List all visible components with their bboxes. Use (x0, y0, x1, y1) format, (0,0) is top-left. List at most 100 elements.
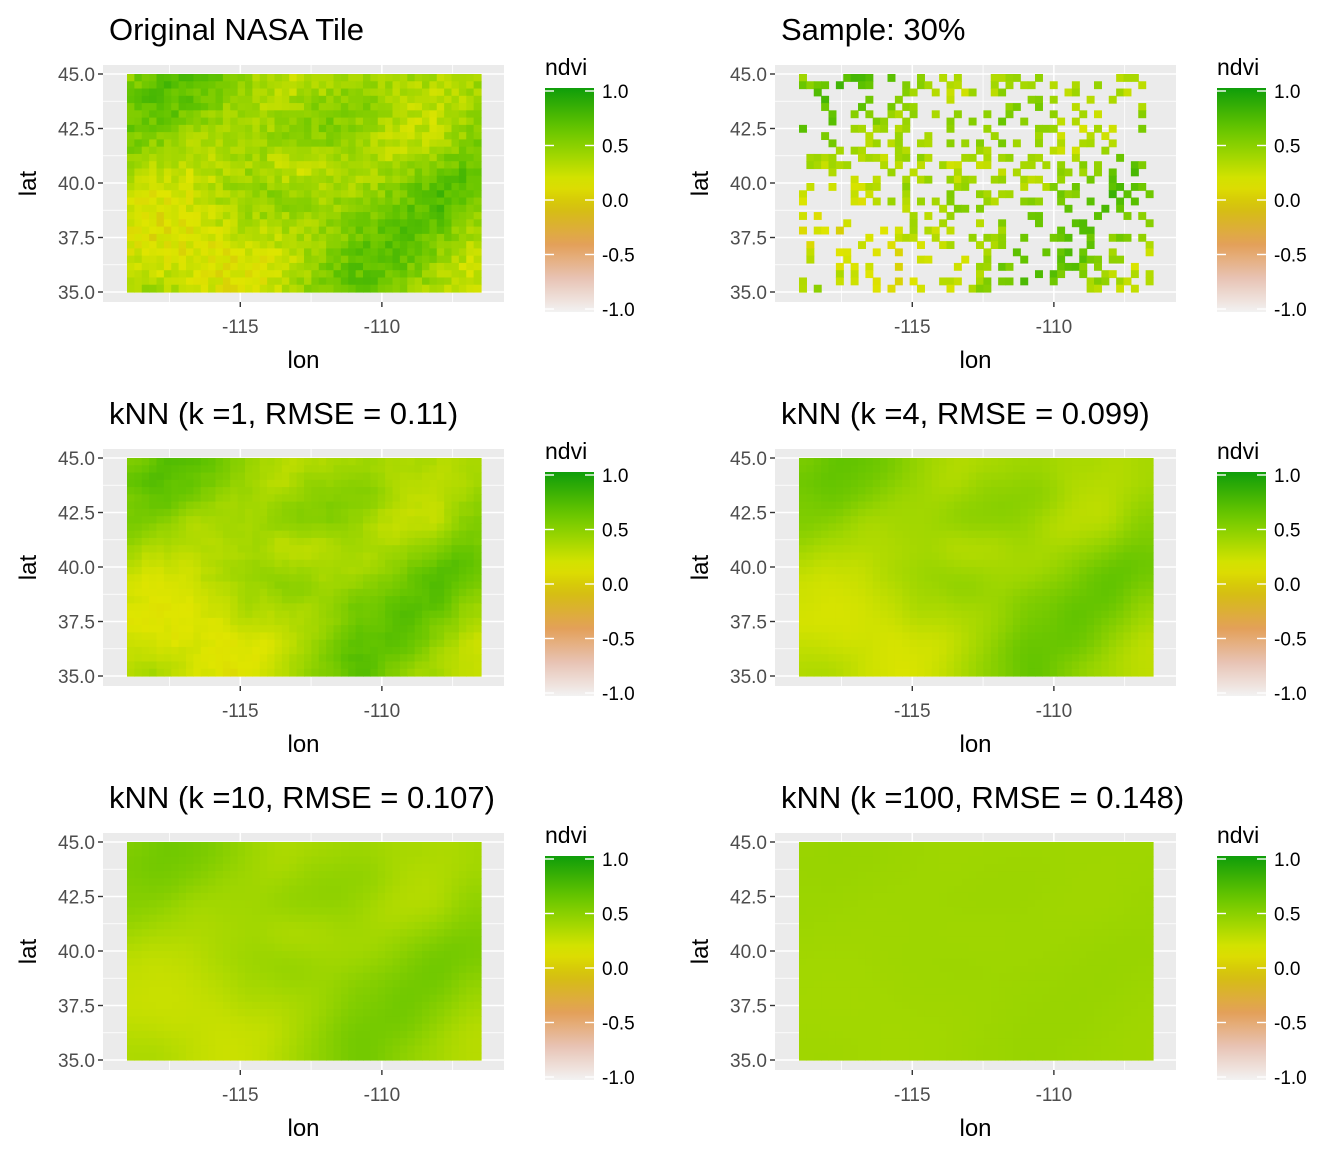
heatmap-cell (156, 588, 165, 597)
heatmap-cell (835, 632, 844, 641)
heatmap-cell (363, 574, 371, 583)
heatmap-cell (348, 581, 357, 590)
heatmap-cell (259, 88, 268, 97)
heatmap-cell (178, 74, 187, 82)
heatmap-cell (414, 501, 423, 510)
heatmap-cell (1042, 625, 1051, 633)
heatmap-cell (385, 190, 394, 199)
heatmap-cell (193, 479, 202, 488)
heatmap-cell (222, 596, 231, 604)
heatmap-cell (850, 479, 859, 488)
heatmap-cell (1130, 610, 1139, 619)
heatmap-cell (1094, 574, 1102, 583)
heatmap-cell (127, 516, 135, 524)
heatmap-cell (127, 588, 135, 597)
heatmap-cell (887, 574, 896, 583)
heatmap-cell (274, 530, 283, 539)
heatmap-cell (304, 241, 312, 249)
heatmap-cell (230, 530, 239, 539)
heatmap-cell (230, 545, 239, 554)
heatmap-cell (1108, 465, 1117, 474)
heatmap-cell (850, 472, 859, 481)
heatmap-cell (821, 632, 830, 641)
heatmap-cell (399, 465, 408, 474)
heatmap-cell (1116, 617, 1125, 626)
heatmap-cell (407, 226, 416, 235)
heatmap-cell (149, 610, 158, 619)
heatmap-cell (193, 132, 202, 140)
heatmap-cell (392, 197, 401, 206)
heatmap-cell (259, 508, 268, 517)
heatmap-cell (149, 567, 158, 575)
heatmap-cell (931, 639, 940, 648)
legend-title: ndvi (545, 54, 587, 80)
heatmap-cell (872, 458, 881, 466)
heatmap-cell (1101, 646, 1110, 655)
heatmap-cell (458, 88, 467, 97)
heatmap-cell (414, 110, 423, 119)
heatmap-cell (399, 588, 408, 597)
heatmap-cell (924, 175, 933, 184)
heatmap-cell (134, 153, 143, 162)
heatmap-cell (983, 146, 992, 155)
heatmap-cell (1042, 183, 1051, 191)
heatmap-cell (1108, 458, 1117, 466)
heatmap-cell (976, 139, 984, 148)
heatmap-cell (407, 545, 416, 554)
heatmap-cell (333, 530, 342, 539)
heatmap-cell (193, 233, 202, 242)
heatmap-cell (222, 183, 231, 191)
heatmap-cell (953, 646, 962, 655)
heatmap-cell (909, 501, 918, 510)
heatmap-cell (296, 161, 305, 170)
heatmap-cell (902, 153, 911, 162)
heatmap-cell (392, 183, 401, 191)
heatmap-cell (296, 110, 305, 119)
heatmap-cell (1057, 270, 1066, 279)
heatmap-cell (200, 610, 209, 619)
heatmap-cell (200, 117, 209, 126)
heatmap-cell (473, 204, 482, 213)
heatmap-cell (163, 132, 172, 140)
heatmap-cell (222, 110, 231, 119)
heatmap-cell (1123, 625, 1132, 633)
heatmap-cell (156, 277, 165, 286)
heatmap-cell (399, 625, 408, 633)
heatmap-cell (274, 161, 283, 170)
heatmap-cell (983, 508, 992, 517)
heatmap-cell (806, 537, 815, 546)
heatmap-cell (200, 501, 209, 510)
heatmap-cell (858, 617, 866, 626)
heatmap-cell (858, 124, 866, 133)
heatmap-cell (363, 117, 371, 126)
heatmap-cell (1116, 465, 1125, 474)
heatmap-cell (200, 132, 209, 140)
heatmap-cell (267, 632, 276, 641)
heatmap-cell (828, 465, 837, 474)
heatmap-cell (274, 487, 283, 495)
heatmap-cell (311, 212, 320, 220)
heatmap-cell (163, 233, 172, 242)
heatmap-cell (267, 842, 276, 850)
heatmap-cell (429, 603, 438, 612)
heatmap-cell (1116, 479, 1125, 488)
heatmap-cell (304, 545, 312, 554)
heatmap-cell (215, 530, 224, 539)
heatmap-cell (1145, 219, 1154, 228)
heatmap-cell (1071, 603, 1080, 612)
heatmap-cell (289, 241, 298, 249)
heatmap-cell (340, 639, 349, 648)
heatmap-cell (939, 646, 948, 655)
heatmap-cell (414, 175, 423, 184)
heatmap-cell (208, 81, 217, 90)
heatmap-cell (318, 458, 327, 466)
heatmap-cell (990, 508, 999, 517)
heatmap-cell (392, 248, 401, 257)
heatmap-cell (436, 516, 445, 524)
heatmap-cell (355, 233, 364, 242)
heatmap-cell (799, 226, 807, 235)
heatmap-cell (186, 487, 194, 495)
heatmap-cell (429, 183, 438, 191)
heatmap-cell (281, 567, 290, 575)
heatmap-cell (1005, 559, 1014, 568)
